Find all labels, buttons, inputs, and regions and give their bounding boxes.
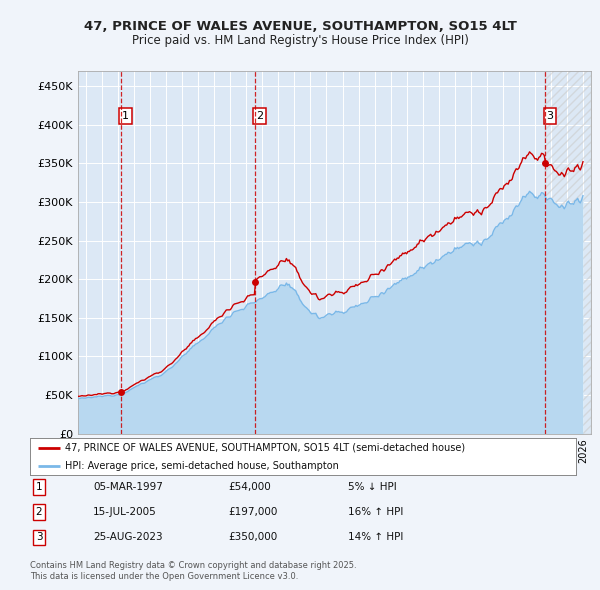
Text: 05-MAR-1997: 05-MAR-1997	[93, 482, 163, 491]
Text: 1: 1	[122, 111, 129, 121]
Text: 16% ↑ HPI: 16% ↑ HPI	[348, 507, 403, 517]
Text: Contains HM Land Registry data © Crown copyright and database right 2025.
This d: Contains HM Land Registry data © Crown c…	[30, 562, 356, 581]
Text: 2: 2	[35, 507, 43, 517]
Text: 14% ↑ HPI: 14% ↑ HPI	[348, 533, 403, 542]
Text: 1: 1	[35, 482, 43, 491]
Text: 5% ↓ HPI: 5% ↓ HPI	[348, 482, 397, 491]
Text: £54,000: £54,000	[228, 482, 271, 491]
Text: £350,000: £350,000	[228, 533, 277, 542]
Text: 25-AUG-2023: 25-AUG-2023	[93, 533, 163, 542]
Text: 3: 3	[547, 111, 554, 121]
Text: £197,000: £197,000	[228, 507, 277, 517]
Text: 47, PRINCE OF WALES AVENUE, SOUTHAMPTON, SO15 4LT (semi-detached house): 47, PRINCE OF WALES AVENUE, SOUTHAMPTON,…	[65, 442, 466, 453]
Text: 2: 2	[256, 111, 263, 121]
Text: 15-JUL-2005: 15-JUL-2005	[93, 507, 157, 517]
Text: Price paid vs. HM Land Registry's House Price Index (HPI): Price paid vs. HM Land Registry's House …	[131, 34, 469, 47]
Text: HPI: Average price, semi-detached house, Southampton: HPI: Average price, semi-detached house,…	[65, 461, 340, 471]
Text: 3: 3	[35, 533, 43, 542]
Text: 47, PRINCE OF WALES AVENUE, SOUTHAMPTON, SO15 4LT: 47, PRINCE OF WALES AVENUE, SOUTHAMPTON,…	[83, 20, 517, 33]
